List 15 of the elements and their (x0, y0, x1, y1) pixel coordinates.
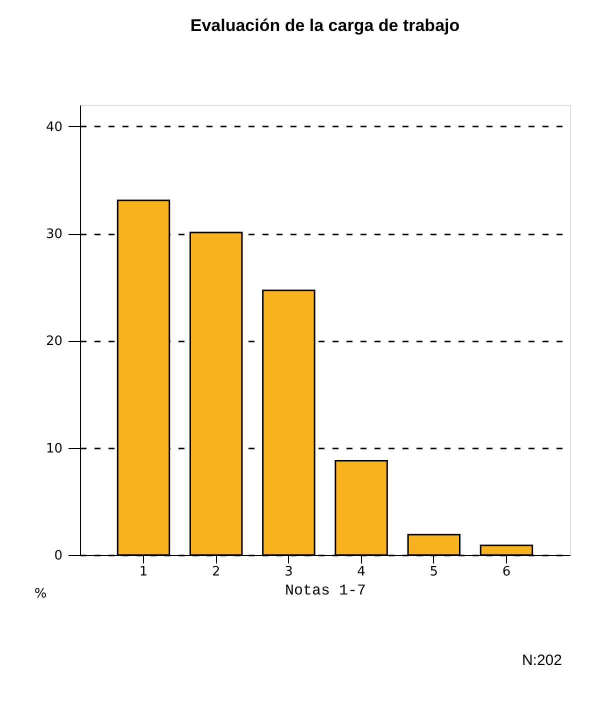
y-tick-label: 10 (46, 441, 62, 456)
y-tick-label: 20 (46, 334, 62, 350)
x-tick-label: 3 (284, 564, 293, 580)
chart-title: Evaluación de la carga de trabajo (190, 16, 460, 35)
x-tick-label: 1 (139, 564, 148, 580)
x-tick-label: 5 (430, 564, 438, 580)
y-tick-label: 30 (46, 227, 62, 242)
x-tick-label: 6 (502, 564, 511, 580)
x-tick-label: 4 (357, 564, 366, 580)
text: N:202 (522, 652, 562, 669)
y-tick-label: 0 (54, 548, 62, 564)
x-tick-label: 2 (212, 564, 220, 580)
x-axis-title: Notas 1-7 (284, 582, 366, 600)
y-tick-label: 40 (46, 120, 62, 135)
y-axis-title: % (34, 586, 47, 602)
